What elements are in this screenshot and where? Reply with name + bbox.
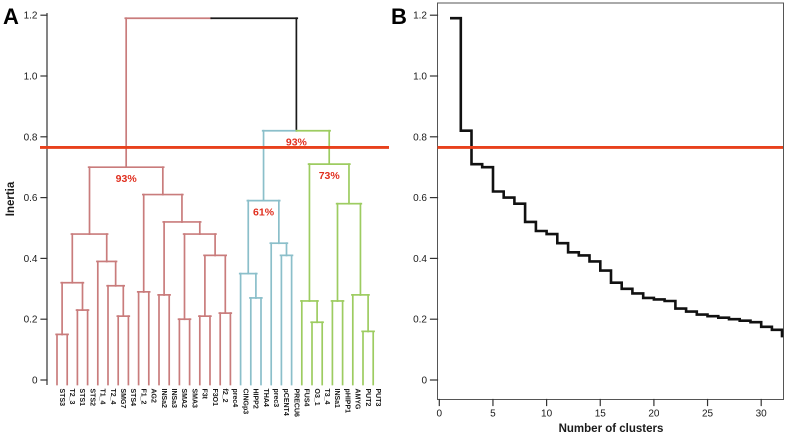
x-tick-label: 15 [595,409,607,420]
y-tick-label: 0.2 [413,315,427,326]
leaf-label: prec4 [231,389,238,408]
leaf-label: FUS4 [303,389,310,407]
y-tick-label: 1.2 [413,11,427,22]
dendrogram-leaf-labels: STS3 T2_3 STS1 STS2 T1_4 T2_4 SMG7 STS4 F1_2 AG2 I… [58,389,381,418]
leaf-label: F3t [201,389,208,400]
leaf-label: SMA3 [190,389,197,409]
y-tick-label: 0.4 [24,254,38,265]
cluster-percentage-label: 73% [319,170,341,182]
panel-a-y-axis-ticks: 1.2 1.0 0.8 0.6 0.4 0.2 0 [24,11,48,387]
panel-a-y-axis-title: Inertia [5,181,17,216]
leaf-label: STS4 [129,389,136,407]
leaf-label: INSa1 [333,389,340,409]
x-tick-label: 20 [648,409,660,420]
y-tick-label: 0.6 [413,193,427,204]
x-tick-label: 5 [490,409,496,420]
leaf-label: PRECU6 [292,389,299,418]
panel-b-y-axis-ticks: 1.2 1.0 0.8 0.6 0.4 0.2 0 [413,11,439,387]
leaf-label: T2_4 [109,389,116,405]
x-tick-label: 30 [756,409,768,420]
cluster-percentage-label: 93% [286,137,308,149]
leaf-label: f2_2 [221,389,228,403]
leaf-label: STS2 [88,389,95,407]
leaf-label: F1_2 [139,389,146,405]
cluster-percentage-labels: 93% 93% 61% 73% [116,137,341,219]
y-tick-label: 0.6 [24,193,38,204]
cluster-percentage-label: 61% [253,207,275,219]
leaf-label: SMG7 [119,389,126,409]
leaf-label: O3_1 [313,389,320,406]
leaf-label: PUT2 [364,389,371,407]
y-tick-label: 0.2 [24,315,38,326]
y-tick-label: 0.8 [413,132,427,143]
panel-a-dendrogram-plot: Inertia 1.2 1.0 0.8 0.6 0.4 0.2 0 STS3 T2_3 STS1… [5,11,389,417]
leaf-label: THA4 [262,389,269,407]
cluster-percentage-label: 93% [116,173,138,185]
panel-b-letter: B [391,4,407,29]
leaf-label: CINGp3 [241,389,248,415]
leaf-label: INSa3 [170,389,177,409]
y-tick-label: 0.4 [413,254,427,265]
panel-a-letter: A [3,4,19,29]
panel-b-x-axis-title: Number of clusters [559,423,664,435]
y-tick-label: 1.0 [24,72,38,83]
y-tick-label: 1.0 [413,72,427,83]
inertia-step-curve [450,16,784,338]
leaf-label: SMA2 [180,389,187,409]
leaf-label: pHIPP1 [343,389,350,414]
leaf-label: HIPP2 [252,389,259,409]
leaf-label: T3_4 [323,389,330,405]
x-tick-label: 10 [541,409,553,420]
leaf-label: STS3 [58,389,65,407]
leaf-label: INSa2 [160,389,167,409]
leaf-label: T1_4 [99,389,106,405]
leaf-label: AMYG [354,389,361,411]
leaf-label: STS1 [78,389,85,407]
y-tick-label: 1.2 [24,11,38,22]
dendrogram-tree [55,17,375,386]
leaf-label: pCENT4 [282,389,289,416]
leaf-label: prec3 [272,389,279,408]
y-tick-label: 0 [421,376,427,387]
leaf-label: T2_3 [68,389,75,405]
x-tick-label: 0 [437,409,443,420]
panel-b-plot-frame [437,2,784,400]
panel-b-step-plot: 1.2 1.0 0.8 0.6 0.4 0.2 0 0 5 10 15 20 25 30 Number … [413,2,784,435]
leaf-label: F3O1 [211,389,218,407]
y-tick-label: 0 [32,376,38,387]
leaf-label: PUT3 [374,389,381,407]
panel-b-x-axis-ticks: 0 5 10 15 20 25 30 [437,398,768,420]
x-tick-label: 25 [702,409,714,420]
y-tick-label: 0.8 [24,132,38,143]
leaf-label: AG2 [150,389,157,404]
